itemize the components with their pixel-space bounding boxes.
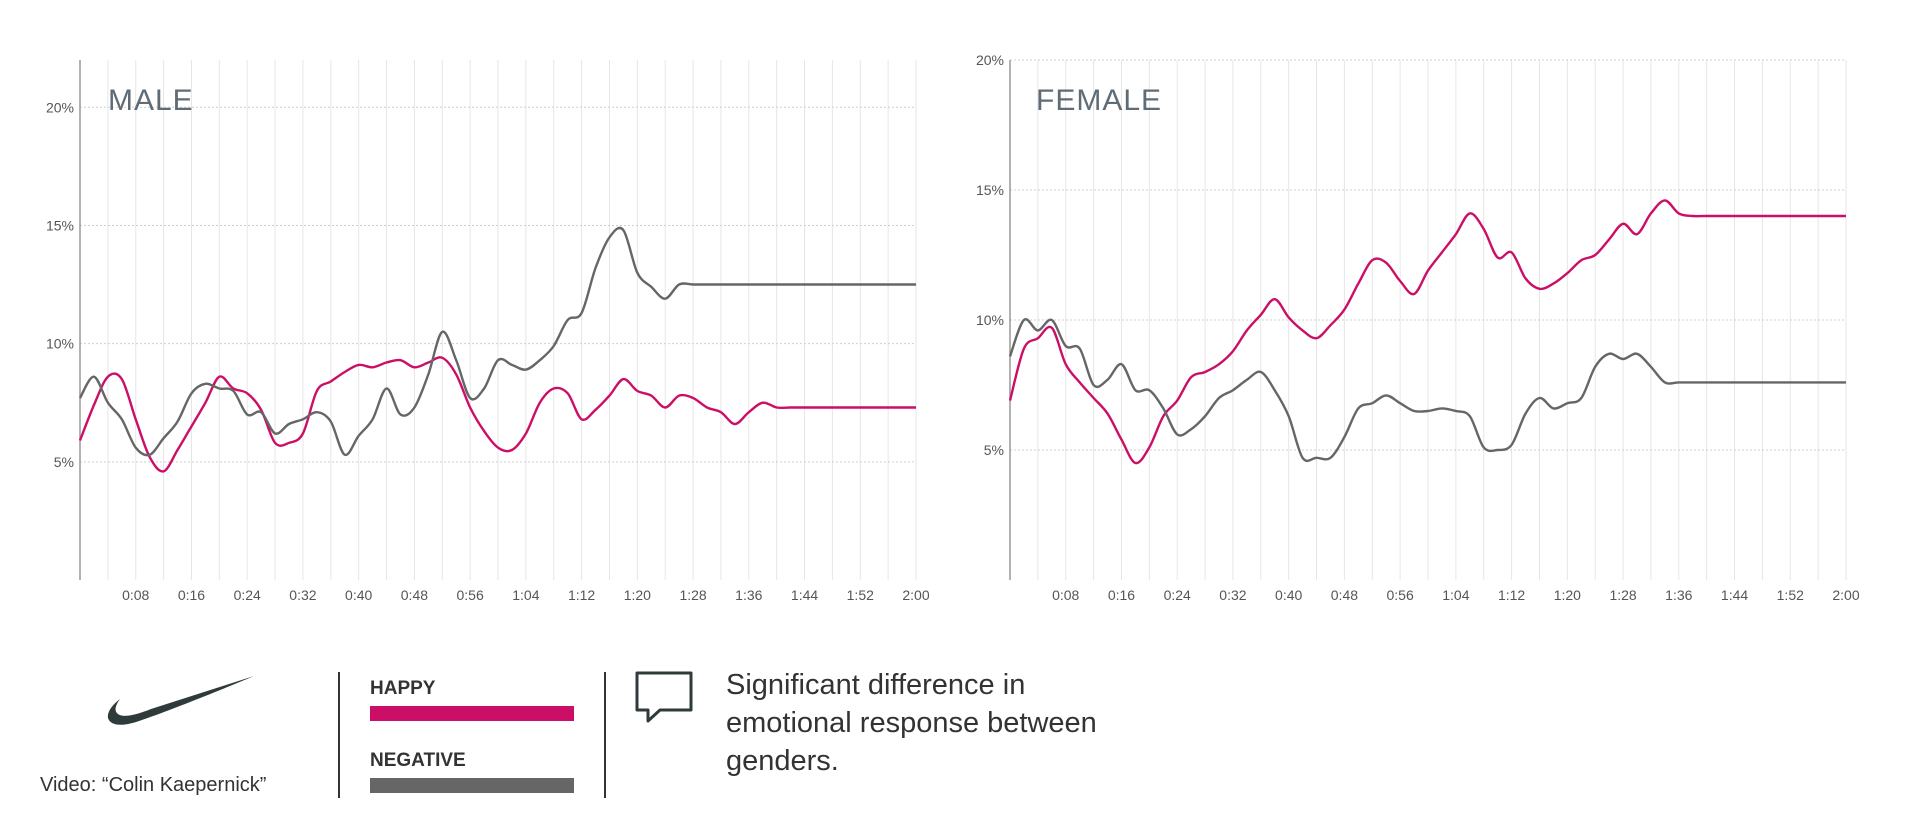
speech-bubble-icon: [635, 671, 693, 723]
y-tick-label: 10%: [976, 312, 1004, 328]
x-tick-label: 1:12: [1498, 587, 1525, 603]
legend-happy-label: HAPPY: [370, 678, 436, 699]
series-line-happy: [78, 356, 916, 473]
video-title: Video: “Colin Kaepernick”: [40, 774, 267, 796]
panel-title: FEMALE: [1036, 84, 1162, 117]
legend-negative-swatch: [370, 778, 574, 793]
y-tick-label: 5%: [984, 442, 1004, 458]
legend-happy-swatch: [370, 706, 574, 721]
x-tick-label: 0:48: [401, 587, 428, 603]
x-tick-label: 1:52: [847, 587, 874, 603]
x-tick-label: 1:04: [512, 587, 539, 603]
x-tick-label: 1:28: [1609, 587, 1636, 603]
series-line-happy: [1008, 199, 1846, 465]
x-tick-label: 1:20: [1554, 587, 1581, 603]
x-tick-label: 1:44: [1721, 587, 1748, 603]
x-tick-label: 0:40: [345, 587, 372, 603]
x-tick-label: 1:04: [1442, 587, 1469, 603]
x-tick-label: 1:28: [679, 587, 706, 603]
divider-right: [604, 672, 606, 798]
x-tick-label: 1:12: [568, 587, 595, 603]
male-chart-panel: 5% 10% 15% 20% 0:08 0:16 0:24 0:32 0:40 0:48 0:56 1…: [46, 60, 930, 603]
y-tick-label: 20%: [976, 52, 1004, 68]
x-tick-label: 1:36: [735, 587, 762, 603]
charts-area: 5% 10% 15% 20% 0:08 0:16 0:24 0:32 0:40 0:48 0:56 1…: [46, 52, 1860, 603]
female-chart-panel: 5% 10% 15% 20% 0:08 0:16 0:24 0:32 0:40 0:48 0:56 1…: [976, 52, 1860, 603]
x-tick-label: 0:32: [1219, 587, 1246, 603]
nike-swoosh-icon: [107, 676, 255, 725]
y-tick-label: 15%: [46, 217, 74, 233]
x-tick-label: 2:00: [1832, 587, 1859, 603]
series-line-negative: [78, 226, 916, 457]
insight-note: Significant difference in emotional resp…: [726, 669, 1097, 777]
y-tick-label: 15%: [976, 182, 1004, 198]
divider-left: [338, 672, 340, 798]
x-tick-label: 2:00: [902, 587, 929, 603]
x-tick-label: 0:16: [178, 587, 205, 603]
legend-negative-label: NEGATIVE: [370, 750, 466, 771]
x-tick-label: 0:40: [1275, 587, 1302, 603]
y-tick-label: 5%: [54, 454, 74, 470]
y-tick-label: 20%: [46, 99, 74, 115]
x-tick-label: 0:32: [289, 587, 316, 603]
footer: Video: “Colin Kaepernick” HAPPY NEGATIVE…: [0, 660, 1920, 810]
x-tick-label: 1:20: [624, 587, 651, 603]
series-line-negative: [1008, 318, 1846, 463]
y-tick-label: 10%: [46, 336, 74, 352]
brand-block: Video: “Colin Kaepernick”: [40, 674, 300, 814]
x-tick-label: 0:08: [1052, 587, 1079, 603]
x-tick-label: 0:56: [457, 587, 484, 603]
x-tick-label: 0:24: [1164, 587, 1191, 603]
x-tick-label: 0:48: [1331, 587, 1358, 603]
x-tick-label: 0:24: [234, 587, 261, 603]
x-tick-label: 1:52: [1777, 587, 1804, 603]
x-tick-label: 0:56: [1387, 587, 1414, 603]
panel-title: MALE: [108, 84, 194, 117]
x-tick-label: 0:16: [1108, 587, 1135, 603]
x-tick-label: 1:44: [791, 587, 818, 603]
x-tick-label: 0:08: [122, 587, 149, 603]
x-tick-label: 1:36: [1665, 587, 1692, 603]
